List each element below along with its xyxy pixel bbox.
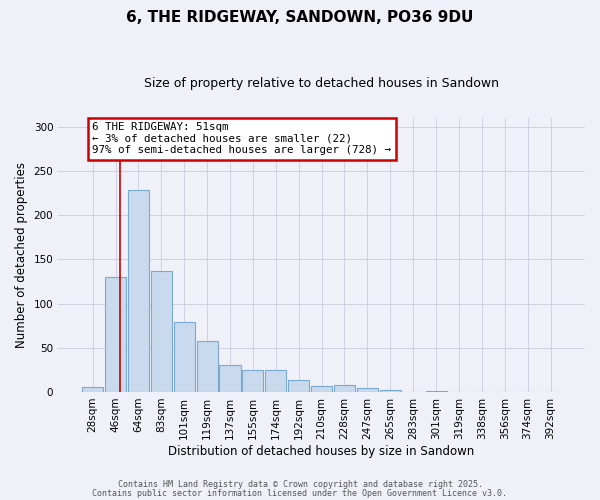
Bar [128, 190, 149, 392]
Bar [311, 386, 332, 392]
Bar [242, 370, 263, 392]
Bar [151, 271, 172, 392]
Bar [197, 340, 218, 392]
Text: 6, THE RIDGEWAY, SANDOWN, PO36 9DU: 6, THE RIDGEWAY, SANDOWN, PO36 9DU [127, 10, 473, 25]
Bar [425, 391, 446, 392]
Text: Contains public sector information licensed under the Open Government Licence v3: Contains public sector information licen… [92, 488, 508, 498]
Bar [288, 380, 309, 392]
Bar [105, 277, 126, 392]
Bar [357, 388, 378, 392]
Bar [173, 322, 195, 392]
Text: Contains HM Land Registry data © Crown copyright and database right 2025.: Contains HM Land Registry data © Crown c… [118, 480, 482, 489]
Y-axis label: Number of detached properties: Number of detached properties [15, 162, 28, 348]
Text: 6 THE RIDGEWAY: 51sqm
← 3% of detached houses are smaller (22)
97% of semi-detac: 6 THE RIDGEWAY: 51sqm ← 3% of detached h… [92, 122, 391, 156]
Bar [82, 386, 103, 392]
Bar [334, 385, 355, 392]
X-axis label: Distribution of detached houses by size in Sandown: Distribution of detached houses by size … [169, 444, 475, 458]
Bar [265, 370, 286, 392]
Bar [380, 390, 401, 392]
Title: Size of property relative to detached houses in Sandown: Size of property relative to detached ho… [144, 78, 499, 90]
Bar [220, 364, 241, 392]
